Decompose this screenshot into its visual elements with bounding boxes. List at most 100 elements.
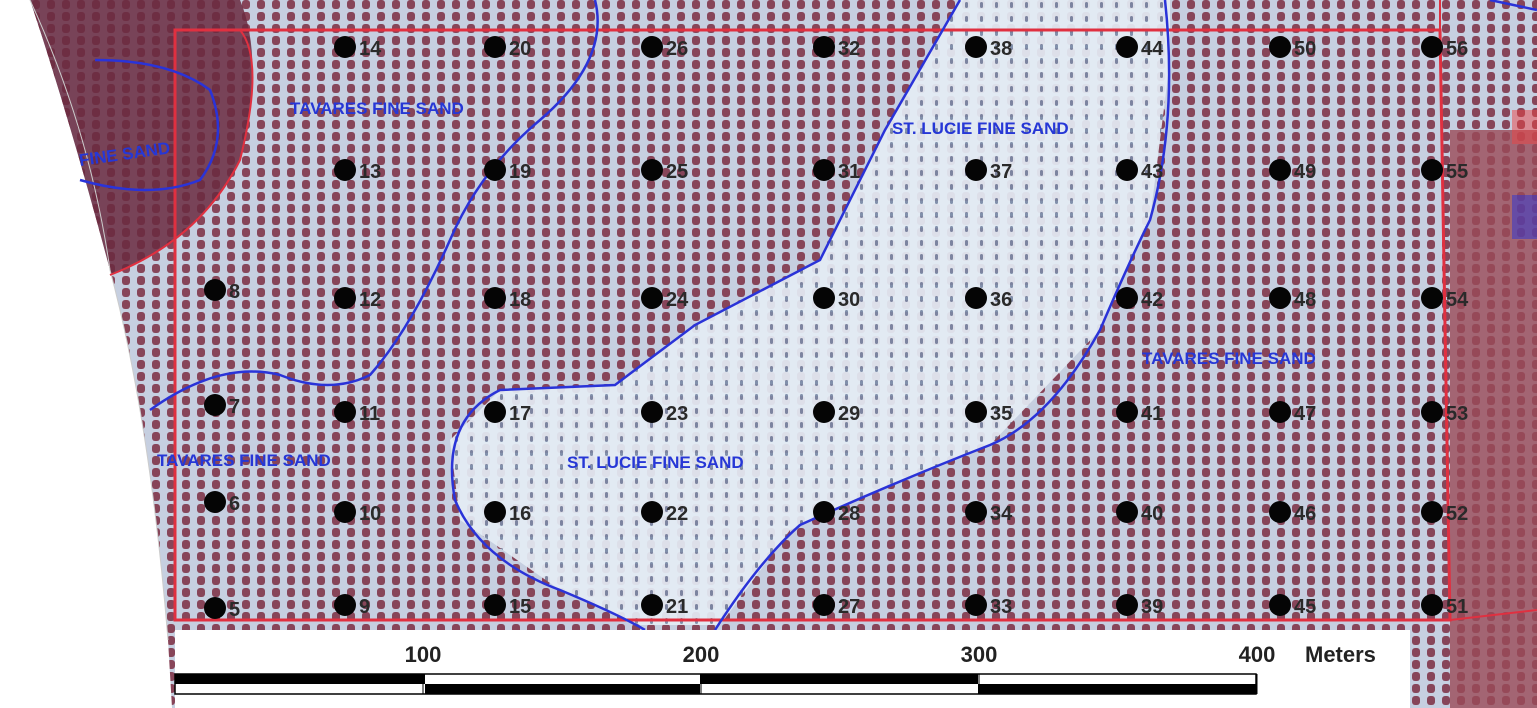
sample-point-label: 40 xyxy=(1141,503,1163,525)
sample-point-label: 55 xyxy=(1446,161,1468,183)
sample-point xyxy=(1421,159,1443,181)
sample-point xyxy=(1421,287,1443,309)
sample-point-label: 23 xyxy=(666,403,688,425)
sample-point xyxy=(813,159,835,181)
sample-point xyxy=(813,501,835,523)
sample-point-label: 19 xyxy=(509,161,531,183)
sample-point-label: 9 xyxy=(359,596,370,618)
sample-point xyxy=(1269,594,1291,616)
sample-point-label: 15 xyxy=(509,596,531,618)
sample-point xyxy=(484,159,506,181)
sample-point xyxy=(334,159,356,181)
sample-point xyxy=(1116,159,1138,181)
sample-point-label: 25 xyxy=(666,161,688,183)
sample-point xyxy=(813,36,835,58)
sample-point-label: 41 xyxy=(1141,403,1163,425)
sample-point-label: 26 xyxy=(666,38,688,60)
sample-point xyxy=(1421,36,1443,58)
scale-unit: Meters xyxy=(1305,642,1376,667)
sample-point xyxy=(965,594,987,616)
sample-point-label: 6 xyxy=(229,493,240,515)
sample-point-label: 31 xyxy=(838,161,860,183)
sample-point xyxy=(334,36,356,58)
sample-point xyxy=(1269,501,1291,523)
field-boundary xyxy=(1439,0,1537,621)
sample-point-label: 7 xyxy=(229,396,240,418)
sample-point-label: 28 xyxy=(838,503,860,525)
sample-point xyxy=(965,501,987,523)
sample-point-label: 52 xyxy=(1446,503,1468,525)
sample-point xyxy=(484,36,506,58)
scale-box xyxy=(175,630,1410,708)
sample-point-label: 54 xyxy=(1446,289,1469,311)
sample-point xyxy=(813,401,835,423)
scale-label: 100 xyxy=(405,642,442,667)
sample-point xyxy=(813,594,835,616)
sample-point xyxy=(334,401,356,423)
sample-point xyxy=(204,597,226,619)
sample-point xyxy=(641,159,663,181)
sample-point-label: 16 xyxy=(509,503,531,525)
sample-point xyxy=(334,501,356,523)
soil-label: ST. LUCIE FINE SAND xyxy=(567,453,744,472)
soil-label: ST. LUCIE FINE SAND xyxy=(892,119,1069,138)
sample-point-label: 30 xyxy=(838,289,860,311)
sample-point-label: 5 xyxy=(229,599,240,621)
sample-point-label: 51 xyxy=(1446,596,1468,618)
scale-label: 300 xyxy=(961,642,998,667)
sample-point xyxy=(965,159,987,181)
sample-point xyxy=(1269,401,1291,423)
sample-point-label: 48 xyxy=(1294,289,1316,311)
sample-point-label: 32 xyxy=(838,38,860,60)
sample-point-label: 38 xyxy=(990,38,1012,60)
sample-point-label: 8 xyxy=(229,281,240,303)
sample-point xyxy=(334,287,356,309)
sample-point-label: 14 xyxy=(359,38,382,60)
soil-label: TAVARES FINE SAND xyxy=(157,451,331,470)
sample-point-label: 56 xyxy=(1446,38,1468,60)
sample-point-label: 45 xyxy=(1294,596,1316,618)
sample-point xyxy=(965,401,987,423)
scale-label: 200 xyxy=(683,642,720,667)
sample-point-label: 13 xyxy=(359,161,381,183)
sample-point xyxy=(965,287,987,309)
sample-point xyxy=(204,491,226,513)
sample-point-label: 12 xyxy=(359,289,381,311)
photo-edge xyxy=(29,0,169,641)
sample-point-label: 35 xyxy=(990,403,1012,425)
legend-swatch xyxy=(1512,110,1537,144)
sample-point-label: 44 xyxy=(1141,38,1164,60)
sample-point-label: 22 xyxy=(666,503,688,525)
scale-label: 400 xyxy=(1239,642,1276,667)
soil-label: TAVARES FINE SAND xyxy=(290,99,464,118)
sample-point-label: 39 xyxy=(1141,596,1163,618)
sample-point xyxy=(484,594,506,616)
soil-label: TAVARES FINE SAND xyxy=(1142,349,1316,368)
sample-point-label: 33 xyxy=(990,596,1012,618)
soil-boundaries xyxy=(79,0,1537,632)
sample-point xyxy=(1116,594,1138,616)
sample-point-label: 34 xyxy=(990,503,1013,525)
sample-point xyxy=(1269,36,1291,58)
sample-point-label: 53 xyxy=(1446,403,1468,425)
sample-point xyxy=(1116,36,1138,58)
sample-point-label: 21 xyxy=(666,596,688,618)
sample-point xyxy=(1269,159,1291,181)
sample-point xyxy=(1116,501,1138,523)
sample-point xyxy=(484,501,506,523)
sample-point xyxy=(1421,401,1443,423)
sample-point-label: 10 xyxy=(359,503,381,525)
sample-point-label: 11 xyxy=(359,403,380,425)
sample-point-label: 18 xyxy=(509,289,531,311)
sample-point xyxy=(1269,287,1291,309)
sample-point xyxy=(641,287,663,309)
sample-point-label: 49 xyxy=(1294,161,1316,183)
sample-point xyxy=(484,401,506,423)
sample-point-label: 46 xyxy=(1294,503,1316,525)
sample-point-label: 20 xyxy=(509,38,531,60)
sample-point xyxy=(641,594,663,616)
sample-point-label: 24 xyxy=(666,289,689,311)
sample-point-label: 37 xyxy=(990,161,1012,183)
